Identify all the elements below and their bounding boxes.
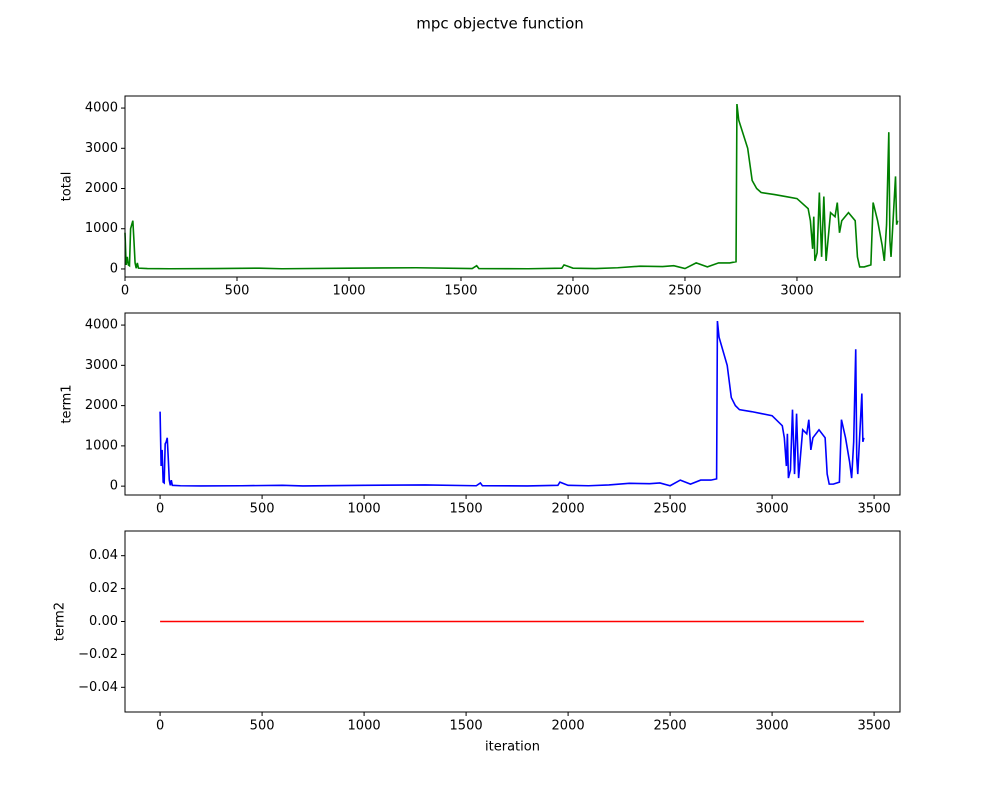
y-tick-label: 0	[110, 261, 118, 276]
y-tick-label: 1000	[85, 221, 118, 236]
x-tick-label: 500	[250, 719, 275, 734]
x-tick-label: 2000	[556, 284, 589, 299]
x-tick-label: 500	[250, 502, 275, 517]
x-tick-label: 1500	[444, 284, 477, 299]
y-tick-label: 3000	[85, 358, 118, 373]
y-tick-label: 4000	[85, 318, 118, 333]
axes-frame	[124, 95, 901, 278]
y-tick-label: 2000	[85, 398, 118, 413]
y-tick-label: −0.02	[78, 647, 118, 662]
x-tick-label: 1500	[450, 719, 483, 734]
x-tick-label: 1000	[332, 284, 365, 299]
y-axis-label: total	[60, 172, 75, 202]
y-axis-label: term1	[60, 384, 75, 423]
x-tick-label: 500	[225, 284, 250, 299]
x-tick-label: 3500	[858, 502, 891, 517]
x-tick-label: 2000	[552, 502, 585, 517]
axes-frame	[124, 530, 901, 713]
y-tick-label: 1000	[85, 438, 118, 453]
x-tick-label: 3000	[756, 502, 789, 517]
figure-title: mpc objectve function	[416, 15, 584, 33]
x-tick-label: 1000	[348, 719, 381, 734]
y-tick-label: 0	[110, 479, 118, 494]
y-axis-label: term2	[53, 602, 68, 641]
y-tick-label: 0.00	[89, 614, 118, 629]
y-tick-label: 3000	[85, 141, 118, 156]
y-tick-label: −0.04	[78, 680, 118, 695]
x-tick-label: 3000	[780, 284, 813, 299]
x-tick-label: 2500	[654, 719, 687, 734]
x-tick-label: 0	[156, 502, 164, 517]
x-tick-label: 0	[156, 719, 164, 734]
y-tick-label: 4000	[85, 101, 118, 116]
x-tick-label: 2500	[654, 502, 687, 517]
axes-frame	[124, 312, 901, 496]
y-tick-label: 0.02	[89, 581, 118, 596]
x-tick-label: 0	[121, 284, 129, 299]
x-axis-label: iteration	[485, 740, 540, 755]
x-tick-label: 2000	[552, 719, 585, 734]
x-tick-label: 1500	[450, 502, 483, 517]
x-tick-label: 3000	[756, 719, 789, 734]
x-tick-label: 1000	[348, 502, 381, 517]
x-tick-label: 2500	[668, 284, 701, 299]
y-tick-label: 2000	[85, 181, 118, 196]
data-line	[159, 320, 865, 487]
y-tick-label: 0.04	[89, 548, 118, 563]
data-line	[124, 103, 899, 270]
x-tick-label: 3500	[858, 719, 891, 734]
